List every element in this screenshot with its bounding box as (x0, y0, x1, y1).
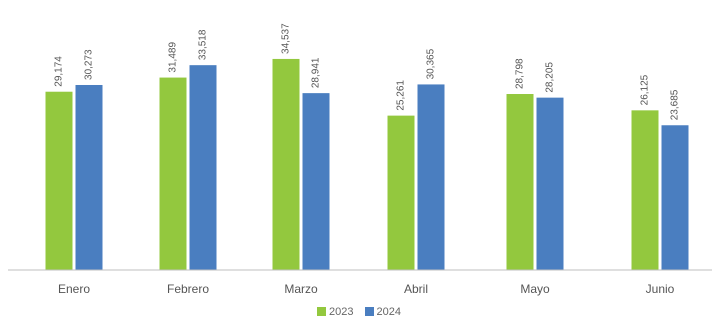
value-label-2024-junio: 23,685 (670, 89, 681, 120)
value-label-2024-mayo: 28,205 (545, 62, 556, 93)
bar-2024-febrero (189, 65, 217, 270)
value-label-2023-enero: 29,174 (54, 56, 65, 87)
value-label-2024-abril: 30,365 (426, 48, 437, 79)
bar-2023-marzo (272, 58, 300, 271)
legend: 2023 2024 (0, 306, 718, 318)
value-label-2023-abril: 25,261 (396, 80, 407, 111)
legend-swatch-2024 (364, 307, 374, 316)
bar-2023-enero (45, 91, 73, 270)
bar-2023-abril (387, 115, 415, 270)
bar-2024-mayo (536, 97, 564, 270)
category-label-abril: Abril (404, 282, 428, 296)
category-label-junio: Junio (646, 282, 675, 296)
value-labels-layer: 29,174 30,273 31,489 33,518 34,537 28,941 25,2… (54, 23, 681, 120)
category-label-marzo: Marzo (284, 282, 318, 296)
legend-item-2024: 2024 (364, 306, 402, 318)
value-label-2023-marzo: 34,537 (281, 23, 292, 54)
legend-label-2024: 2024 (376, 306, 402, 318)
bar-2024-enero (75, 84, 103, 270)
legend-item-2023: 2023 (316, 306, 354, 318)
bar-2023-mayo (506, 94, 534, 270)
value-label-2023-febrero: 31,489 (168, 42, 179, 73)
category-labels-layer: Enero Febrero Marzo Abril Mayo Junio (58, 282, 675, 296)
bar-2024-abril (417, 84, 445, 270)
category-label-mayo: Mayo (520, 282, 550, 296)
value-label-2023-junio: 26,125 (640, 74, 651, 105)
category-label-febrero: Febrero (167, 282, 209, 296)
bar-2023-febrero (159, 77, 187, 270)
bar-2023-junio (631, 110, 659, 270)
bar-2024-marzo (302, 93, 330, 270)
legend-swatch-2023 (316, 307, 326, 316)
category-label-enero: Enero (58, 282, 90, 296)
bars-layer (45, 58, 689, 271)
value-label-2024-marzo: 28,941 (311, 57, 322, 88)
legend-label-2023: 2023 (328, 306, 354, 318)
value-label-2024-enero: 30,273 (84, 49, 95, 80)
value-label-2024-febrero: 33,518 (198, 29, 209, 60)
value-label-2023-mayo: 28,798 (515, 58, 526, 89)
bar-2024-junio (661, 125, 689, 270)
